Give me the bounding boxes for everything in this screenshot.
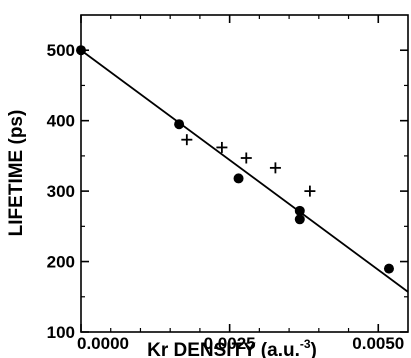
y-axis-title: LIFETIME (ps) <box>6 110 27 237</box>
plot-frame <box>80 14 409 333</box>
x-tick-label: 0.0050 <box>352 334 404 353</box>
x-tick-label: 0.0000 <box>77 334 129 353</box>
y-tick-label: 300 <box>47 182 75 201</box>
data-marks <box>76 45 409 293</box>
data-point-circle <box>383 263 394 274</box>
axis-tick-labels: 0.0000 0.0025 0.0050 100 200 300 400 500 <box>47 41 405 353</box>
data-point-plus <box>181 134 193 146</box>
data-point-circle <box>294 214 305 225</box>
data-point-plus <box>269 162 281 174</box>
fit-line <box>80 49 409 293</box>
data-point-plus <box>240 152 252 164</box>
x-tick-label: 0.0025 <box>204 334 256 353</box>
y-tick-label: 100 <box>47 323 75 342</box>
y-tick-label: 400 <box>47 112 75 131</box>
y-tick-label: 500 <box>47 41 75 60</box>
y-tick-label: 200 <box>47 253 75 272</box>
data-point-plus <box>216 141 228 153</box>
data-point-plus <box>304 185 316 197</box>
data-point-circle <box>233 173 244 184</box>
x-axis-title: Kr DENSITY (a.u.-3) <box>147 337 317 358</box>
axis-ticks <box>80 15 408 333</box>
